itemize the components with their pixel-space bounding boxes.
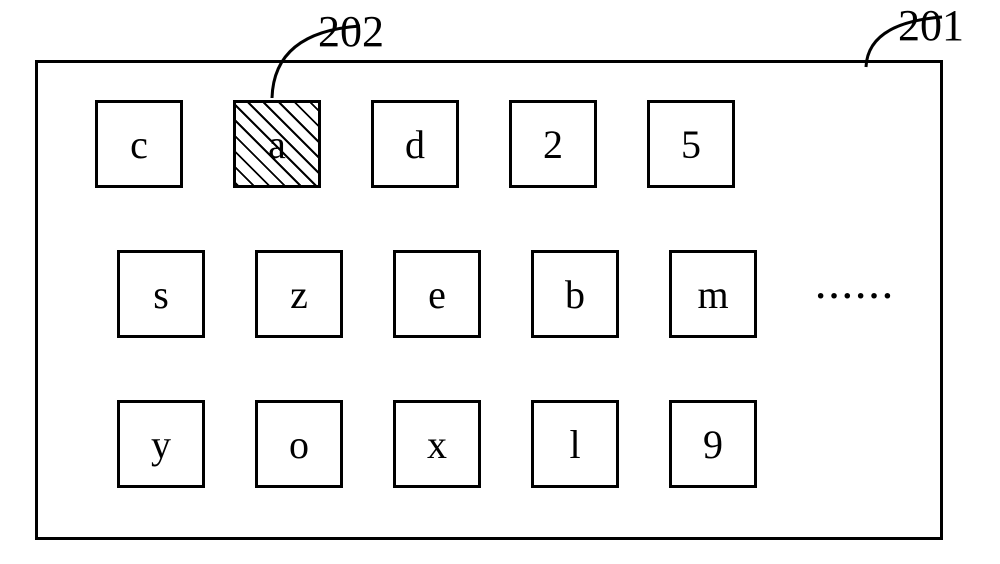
ellipsis: ······: [815, 278, 895, 316]
key-label: o: [289, 421, 309, 468]
key-d[interactable]: d: [371, 100, 459, 188]
key-l[interactable]: l: [531, 400, 619, 488]
callout-label-key: 202: [318, 6, 384, 57]
key-label: z: [290, 271, 308, 318]
key-9[interactable]: 9: [669, 400, 757, 488]
key-label: l: [569, 421, 580, 468]
key-y[interactable]: y: [117, 400, 205, 488]
key-5[interactable]: 5: [647, 100, 735, 188]
key-label: x: [427, 421, 447, 468]
key-a[interactable]: a: [233, 100, 321, 188]
key-x[interactable]: x: [393, 400, 481, 488]
key-label: y: [151, 421, 171, 468]
key-c[interactable]: c: [95, 100, 183, 188]
key-label: 9: [703, 421, 723, 468]
key-label: e: [428, 271, 446, 318]
key-e[interactable]: e: [393, 250, 481, 338]
key-label: c: [130, 121, 148, 168]
key-s[interactable]: s: [117, 250, 205, 338]
key-label: a: [268, 121, 286, 168]
key-label: d: [405, 121, 425, 168]
key-2[interactable]: 2: [509, 100, 597, 188]
callout-label-container: 201: [898, 0, 964, 51]
key-label: m: [697, 271, 728, 318]
key-b[interactable]: b: [531, 250, 619, 338]
key-label: 2: [543, 121, 563, 168]
key-label: s: [153, 271, 169, 318]
key-label: 5: [681, 121, 701, 168]
key-o[interactable]: o: [255, 400, 343, 488]
key-z[interactable]: z: [255, 250, 343, 338]
key-m[interactable]: m: [669, 250, 757, 338]
key-label: b: [565, 271, 585, 318]
